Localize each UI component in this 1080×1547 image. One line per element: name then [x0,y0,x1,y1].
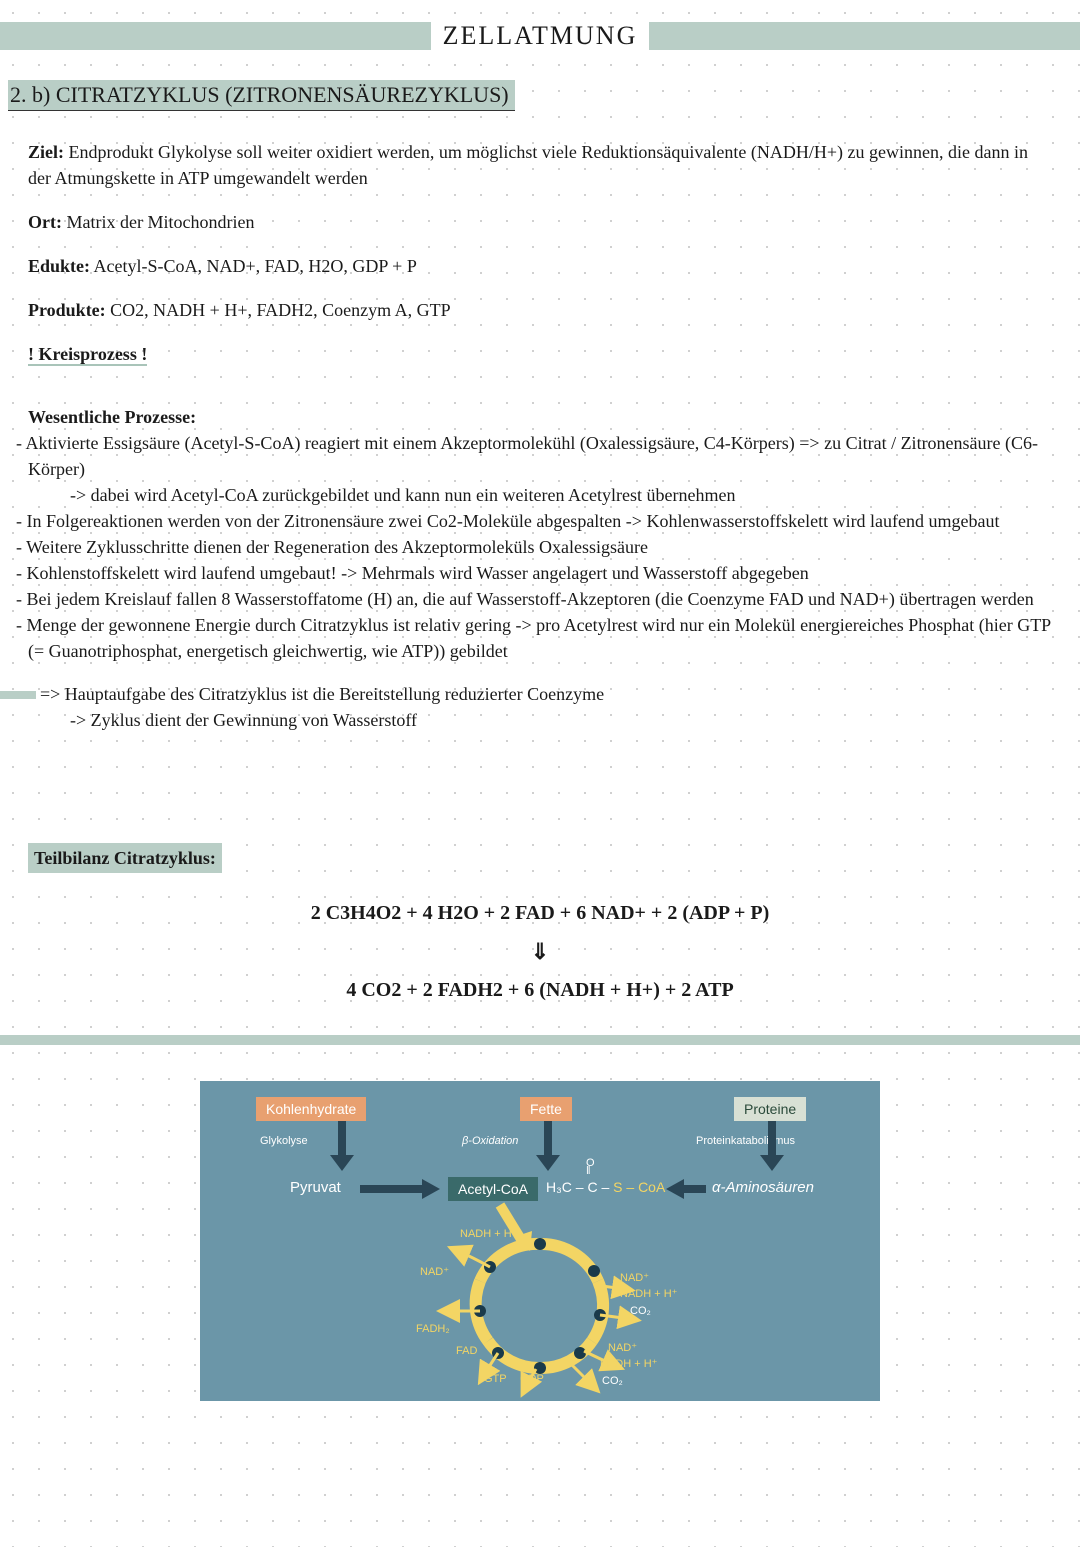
proc-1a: -> dabei wird Acetyl-CoA zurückgebildet … [28,482,1052,508]
label-co2-r1: CO₂ [630,1305,651,1317]
ziel-text: Endprodukt Glykolyse soll weiter oxidier… [28,142,1028,188]
label-fad: FAD [456,1345,477,1357]
label-fadh2: FADH₂ [416,1323,450,1335]
label-nad-r1: NAD⁺ [620,1271,649,1284]
produkte-text: CO2, NADH + H+, FADH2, Coenzym A, GTP [106,300,451,320]
eq-arrow-icon: ⇓ [28,936,1052,968]
proc-4: - Kohlenstoffskelett wird laufend umgeba… [28,560,1052,586]
ziel-row: Ziel: Endprodukt Glykolyse soll weiter o… [28,139,1052,191]
page-title: ZELLATMUNG [431,21,650,51]
citric-cycle-icon [200,1081,880,1401]
subtitle-wrap: 2. b) CITRATZYKLUS (ZITRONENSÄUREZYKLUS) [0,80,1080,111]
conclusion-bar-icon [0,691,36,699]
label-nad-r2: NAD⁺ [608,1341,637,1354]
metabolism-diagram: Kohlenhydrate Fette Proteine Glykolyse β… [200,1081,880,1401]
ort-label: Ort: [28,212,62,232]
ort-text: Matrix der Mitochondrien [62,212,254,232]
edukte-row: Edukte: Acetyl-S-CoA, NAD+, FAD, H2O, GD… [28,253,1052,279]
edukte-label: Edukte: [28,256,90,276]
title-bar: ZELLATMUNG [0,22,1080,50]
separator-bar [0,1035,1080,1045]
proc-2: - In Folgereaktionen werden von der Zitr… [28,508,1052,534]
teilbilanz-label: Teilbilanz Citratzyklus: [28,843,222,873]
conclusion-1: => Hauptaufgabe des Citratzyklus ist die… [28,681,1052,707]
proc-6: - Menge der gewonnene Energie durch Citr… [28,612,1052,664]
edukte-text: Acetyl-S-CoA, NAD+, FAD, H2O, GDP + P [90,256,417,276]
label-nadh-top: NADH + H⁺ [460,1227,517,1240]
label-co2-r2: CO₂ [602,1375,623,1387]
proc-5: - Bei jedem Kreislauf fallen 8 Wassersto… [28,586,1052,612]
label-nadh-r2: NADH + H⁺ [600,1357,657,1370]
proc-3: - Weitere Zyklusschritte dienen der Rege… [28,534,1052,560]
content: Ziel: Endprodukt Glykolyse soll weiter o… [0,111,1080,1005]
produkte-label: Produkte: [28,300,106,320]
label-nadh-r1: NADH + H⁺ [620,1287,677,1300]
eq-top: 2 C3H4O2 + 4 H2O + 2 FAD + 6 NAD+ + 2 (A… [28,899,1052,928]
wesent-label: Wesentliche Prozesse: [28,404,1052,430]
label-nad-left: NAD⁺ [420,1265,449,1278]
label-gdp: GDP [520,1373,544,1385]
eq-bottom: 4 CO2 + 2 FADH2 + 6 (NADH + H+) + 2 ATP [28,976,1052,1005]
equation-block: 2 C3H4O2 + 4 H2O + 2 FAD + 6 NAD+ + 2 (A… [28,899,1052,1005]
processes: Wesentliche Prozesse: - Aktivierte Essig… [28,404,1052,733]
proc-1: - Aktivierte Essigsäure (Acetyl-S-CoA) r… [28,430,1052,482]
kreis-row: ! Kreisprozess ! [28,341,1052,367]
ort-row: Ort: Matrix der Mitochondrien [28,209,1052,235]
conclusion-2: -> Zyklus dient der Gewinnung von Wasser… [28,707,1052,733]
produkte-row: Produkte: CO2, NADH + H+, FADH2, Coenzym… [28,297,1052,323]
ziel-label: Ziel: [28,142,64,162]
subtitle: 2. b) CITRATZYKLUS (ZITRONENSÄUREZYKLUS) [8,80,515,111]
label-gtp: GTP [484,1373,507,1385]
kreis-label: ! Kreisprozess ! [28,344,147,366]
teilbilanz-row: Teilbilanz Citratzyklus: [28,843,1052,873]
concl1-text: => Hauptaufgabe des Citratzyklus ist die… [40,684,604,704]
